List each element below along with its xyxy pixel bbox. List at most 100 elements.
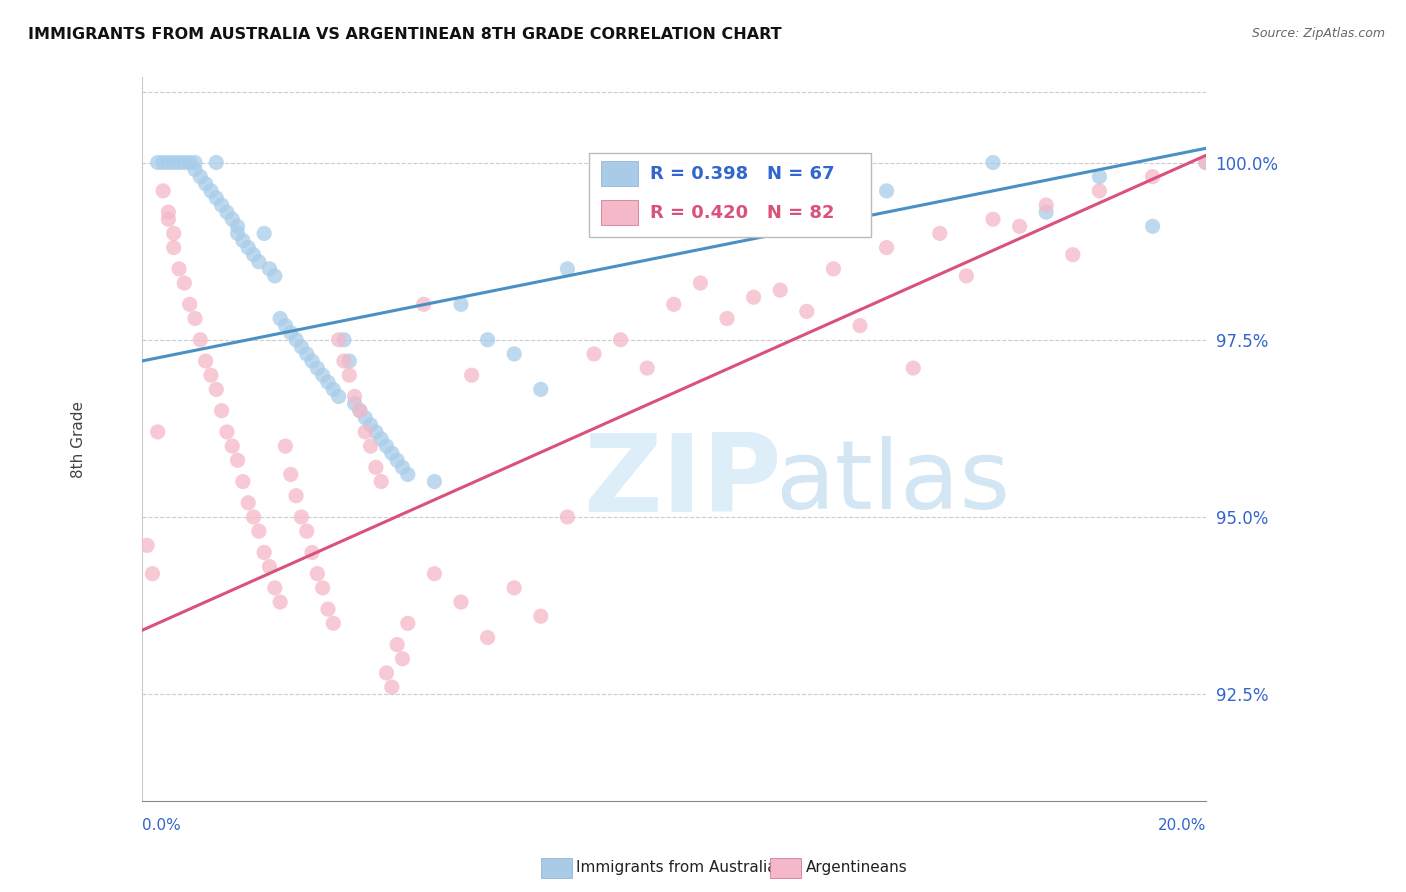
Point xyxy=(157,212,180,227)
Point xyxy=(354,425,377,439)
Point xyxy=(226,219,249,234)
Point xyxy=(716,311,738,326)
Point xyxy=(337,354,360,368)
Point xyxy=(253,227,276,241)
Point xyxy=(849,318,872,333)
Point xyxy=(242,510,264,524)
Point xyxy=(232,475,254,489)
Point xyxy=(295,347,318,361)
Point xyxy=(167,261,190,276)
Point xyxy=(689,276,711,290)
Point xyxy=(316,602,339,616)
Point xyxy=(716,198,738,212)
Y-axis label: 8th Grade: 8th Grade xyxy=(72,401,86,477)
Point xyxy=(263,268,285,283)
Point xyxy=(290,510,312,524)
Point xyxy=(141,566,163,581)
Point xyxy=(396,467,419,482)
Point xyxy=(385,453,408,467)
Text: IMMIGRANTS FROM AUSTRALIA VS ARGENTINEAN 8TH GRADE CORRELATION CHART: IMMIGRANTS FROM AUSTRALIA VS ARGENTINEAN… xyxy=(28,27,782,42)
Point xyxy=(280,326,302,340)
Point xyxy=(370,432,392,446)
Point xyxy=(769,283,792,297)
Point xyxy=(274,318,297,333)
Point xyxy=(337,368,360,383)
Point xyxy=(423,566,446,581)
Point xyxy=(375,439,398,453)
Point xyxy=(226,227,249,241)
Point xyxy=(322,383,344,397)
Point xyxy=(1062,248,1084,262)
Point xyxy=(280,467,302,482)
Point xyxy=(253,545,276,559)
Point xyxy=(215,425,238,439)
Point xyxy=(381,446,404,460)
Point xyxy=(391,460,413,475)
Text: R = 0.398   N = 67: R = 0.398 N = 67 xyxy=(651,165,835,183)
Point xyxy=(530,383,553,397)
Point xyxy=(609,177,631,191)
Point xyxy=(333,354,356,368)
Text: 20.0%: 20.0% xyxy=(1157,818,1206,833)
Point xyxy=(163,227,186,241)
Point xyxy=(152,184,174,198)
Point xyxy=(167,155,190,169)
Point xyxy=(662,191,685,205)
Point xyxy=(349,403,371,417)
Point xyxy=(370,475,392,489)
Point xyxy=(503,581,526,595)
Point xyxy=(152,155,174,169)
Point xyxy=(450,297,472,311)
Point xyxy=(188,333,211,347)
Point xyxy=(333,333,356,347)
Point xyxy=(307,566,329,581)
Point xyxy=(503,347,526,361)
Point xyxy=(146,425,169,439)
Point xyxy=(1008,219,1031,234)
Point xyxy=(285,489,308,503)
Point xyxy=(823,261,845,276)
Point xyxy=(269,595,291,609)
Point xyxy=(179,155,201,169)
Point xyxy=(200,368,222,383)
Point xyxy=(259,261,281,276)
Point xyxy=(343,389,366,403)
Point xyxy=(609,333,631,347)
Point xyxy=(221,439,243,453)
Point xyxy=(396,616,419,631)
Point xyxy=(173,276,195,290)
Point xyxy=(200,184,222,198)
Point xyxy=(375,665,398,680)
Point xyxy=(876,241,898,255)
Point xyxy=(928,227,950,241)
Point xyxy=(636,361,658,376)
Point xyxy=(311,581,333,595)
Point xyxy=(205,191,228,205)
Point xyxy=(328,389,350,403)
Point xyxy=(316,376,339,390)
Point xyxy=(311,368,333,383)
Point xyxy=(263,581,285,595)
Point xyxy=(582,347,605,361)
Point xyxy=(184,155,207,169)
Point xyxy=(179,297,201,311)
Point xyxy=(290,340,312,354)
Point xyxy=(285,333,308,347)
Point xyxy=(876,184,898,198)
Point xyxy=(477,333,499,347)
Point xyxy=(343,396,366,410)
Point xyxy=(385,638,408,652)
Point xyxy=(1195,155,1218,169)
Point xyxy=(460,368,482,383)
Point xyxy=(742,290,765,304)
Point xyxy=(364,460,387,475)
Point xyxy=(238,241,260,255)
Point xyxy=(211,403,233,417)
Point xyxy=(194,177,217,191)
Point xyxy=(823,155,845,169)
Point xyxy=(136,538,159,552)
Point xyxy=(301,354,323,368)
Point xyxy=(247,254,270,268)
Point xyxy=(247,524,270,538)
Point xyxy=(1088,169,1111,184)
